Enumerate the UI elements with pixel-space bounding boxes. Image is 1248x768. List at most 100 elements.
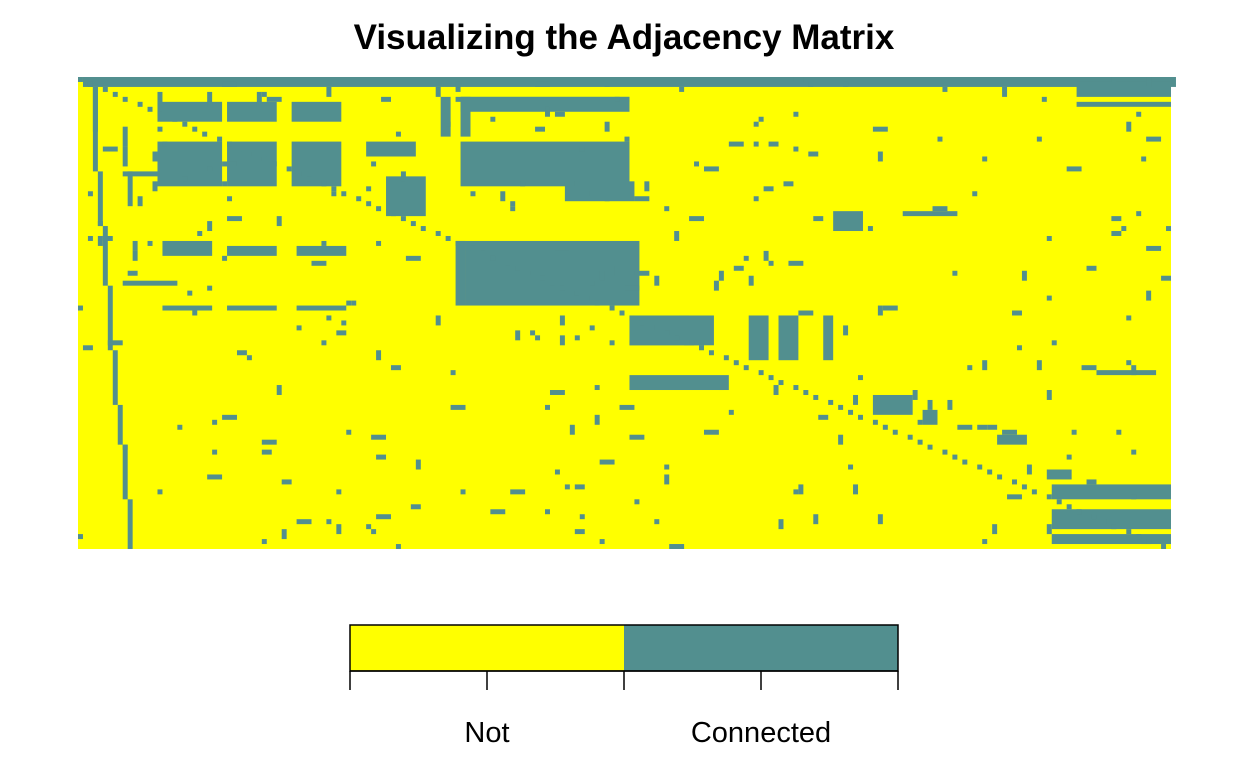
- sparse-connection: [912, 390, 918, 400]
- sparse-connection: [1146, 290, 1152, 301]
- connected-block: [291, 141, 342, 187]
- diagonal-cell: [838, 404, 844, 410]
- diagonal-cell: [872, 419, 878, 425]
- sparse-connection: [947, 399, 953, 410]
- legend-swatch-not: [350, 625, 624, 671]
- connected-block: [748, 315, 769, 361]
- sparse-connection: [1126, 121, 1132, 132]
- sparse-connection: [798, 310, 814, 316]
- staircase-segment: [107, 285, 113, 351]
- sparse-connection: [490, 509, 506, 515]
- sparse-connection: [1071, 429, 1077, 435]
- sparse-connection: [942, 86, 948, 92]
- sparse-connection: [366, 524, 372, 530]
- sparse-connection: [982, 156, 988, 162]
- diagonal-cell: [708, 350, 714, 356]
- diagonal-cell: [942, 449, 948, 455]
- diagonal-cell: [793, 385, 799, 391]
- diagonal-cell: [952, 454, 958, 460]
- diagonal-cell: [574, 290, 580, 296]
- sparse-connection: [858, 375, 863, 381]
- sparse-connection: [296, 325, 302, 331]
- sparse-connection: [391, 365, 401, 371]
- diagonal-cell: [1066, 504, 1072, 510]
- sparse-connection: [848, 464, 854, 470]
- staircase-segment: [92, 86, 98, 172]
- sparse-connection: [261, 439, 277, 445]
- sparse-connection: [624, 136, 630, 142]
- sparse-connection: [336, 489, 342, 495]
- sparse-connection: [510, 201, 516, 207]
- legend-swatch-connected: [624, 625, 898, 671]
- sparse-connection: [376, 514, 391, 520]
- diagonal-cell: [1056, 499, 1062, 505]
- sparse-connection: [718, 270, 724, 281]
- sparse-connection: [674, 231, 680, 241]
- sparse-connection: [157, 126, 163, 132]
- connected-block: [122, 171, 178, 177]
- sparse-connection: [395, 544, 401, 549]
- diagonal-cell: [525, 270, 531, 276]
- sparse-connection: [733, 265, 744, 271]
- sparse-connection: [535, 126, 546, 132]
- diagonal-cell: [1126, 529, 1132, 535]
- diagonal-cell: [420, 226, 426, 232]
- connected-block: [227, 305, 277, 311]
- sparse-connection: [1146, 77, 1152, 87]
- sparse-connection: [634, 270, 650, 276]
- sparse-connection: [515, 330, 521, 341]
- sparse-connection: [768, 141, 779, 147]
- sparse-connection: [460, 489, 466, 495]
- sparse-connection: [222, 181, 228, 187]
- sparse-connection: [137, 196, 143, 207]
- sparse-connection: [574, 484, 585, 490]
- sparse-connection: [78, 305, 83, 311]
- connected-block: [460, 141, 630, 187]
- sparse-connection: [917, 419, 923, 425]
- sparse-connection: [594, 414, 600, 425]
- diagonal-cell: [689, 340, 695, 346]
- sparse-connection: [281, 529, 287, 540]
- sparse-connection: [703, 429, 719, 435]
- sparse-connection: [162, 141, 168, 147]
- diagonal-cell: [609, 305, 615, 311]
- sparse-connection: [1131, 449, 1137, 455]
- sparse-connection: [212, 449, 218, 455]
- sparse-connection: [376, 240, 382, 246]
- sparse-connection: [207, 474, 223, 480]
- diagonal-cell: [803, 390, 809, 395]
- diagonal-cell: [192, 126, 198, 132]
- connected-block: [440, 96, 451, 137]
- connected-block: [82, 77, 1176, 87]
- sparse-connection: [545, 404, 550, 410]
- diagonal-cell: [202, 131, 208, 137]
- diagonal-cell: [1076, 509, 1082, 515]
- sparse-connection: [554, 111, 565, 117]
- sparse-connection: [634, 196, 650, 202]
- connected-block: [460, 96, 471, 137]
- diagonal-cell: [236, 146, 242, 152]
- sparse-connection: [1046, 235, 1052, 241]
- diagonal-cell: [768, 375, 774, 381]
- diagonal-cell: [505, 260, 511, 266]
- sparse-connection: [152, 151, 158, 162]
- diagonal-cell: [664, 330, 670, 336]
- sparse-connection: [753, 196, 759, 202]
- diagonal-cell: [882, 424, 888, 430]
- sparse-connection: [535, 335, 541, 341]
- diagonal-cell: [997, 474, 1003, 480]
- sparse-connection: [192, 310, 198, 316]
- sparse-connection: [1111, 77, 1117, 82]
- diagonal-cell: [674, 335, 680, 341]
- diagonal-cell: [858, 414, 863, 420]
- sparse-connection: [982, 539, 988, 545]
- sparse-connection: [405, 255, 421, 261]
- sparse-connection: [549, 390, 565, 395]
- sparse-connection: [266, 96, 282, 102]
- sparse-connection: [107, 340, 123, 346]
- sparse-connection: [346, 429, 352, 435]
- diagonal-cell: [480, 250, 486, 256]
- diagonal-cell: [470, 245, 476, 251]
- sparse-connection: [853, 394, 859, 405]
- sparse-connection: [793, 111, 799, 117]
